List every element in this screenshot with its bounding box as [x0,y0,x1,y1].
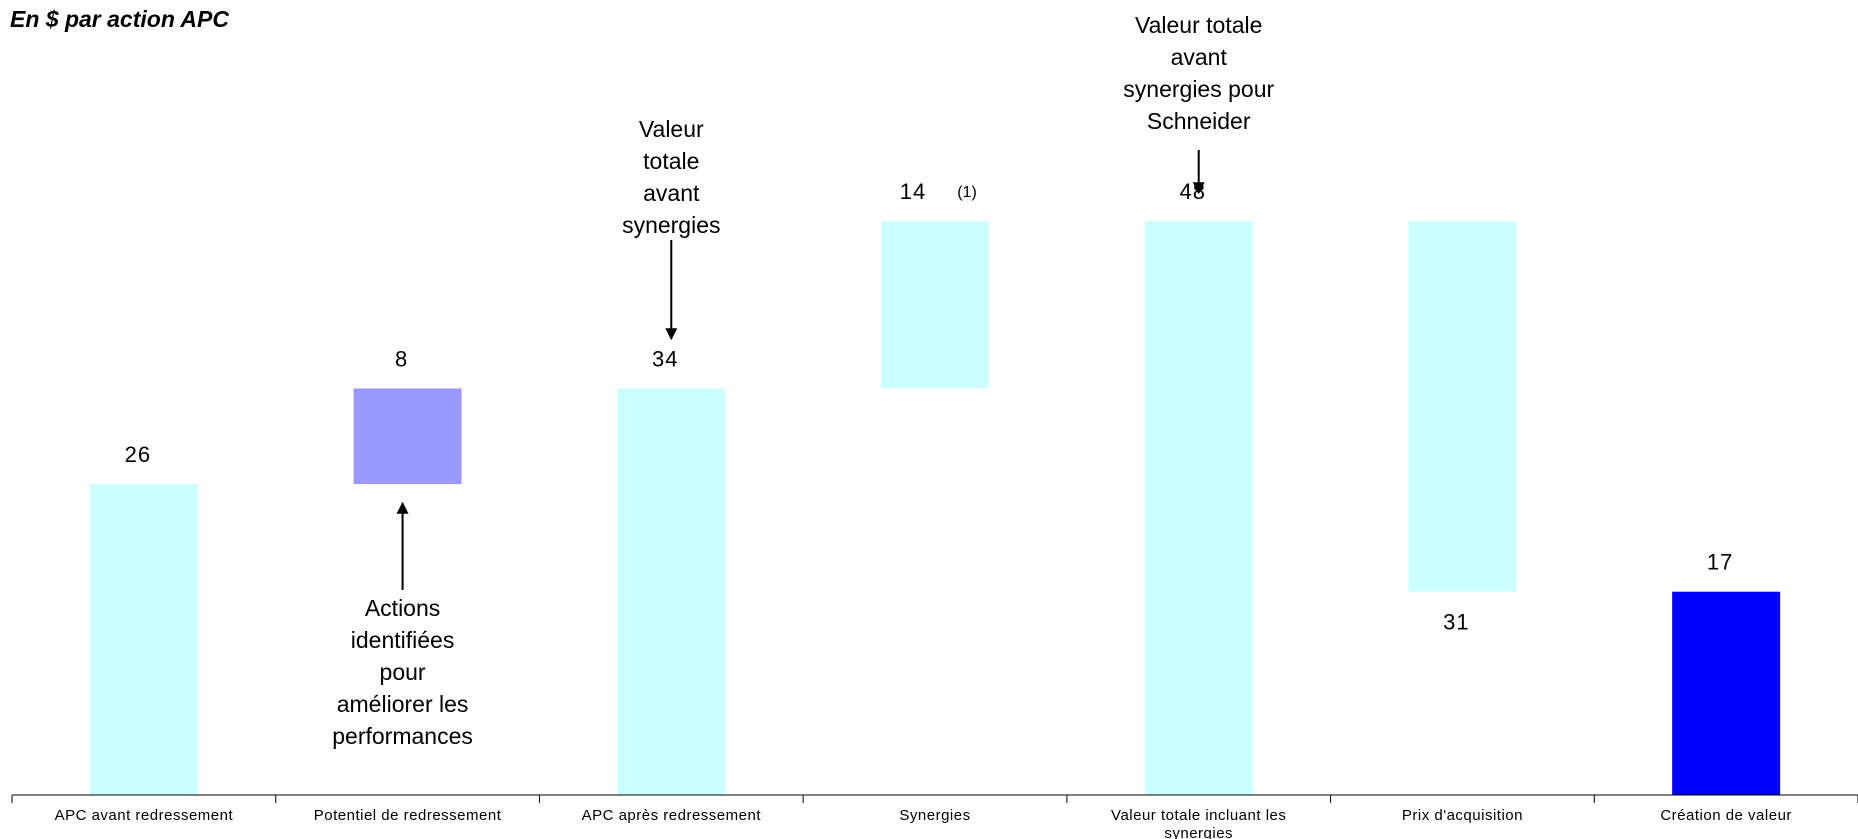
value-label: 31 [1443,610,1469,635]
value-label: 17 [1707,550,1733,575]
category-label: APC après redressement [582,807,762,824]
value-label: 26 [125,442,151,467]
bar [1672,591,1781,795]
category-label: Valeur totale incluant les synergies [1111,807,1286,839]
value-label: 34 [652,346,678,371]
bar [1408,221,1517,592]
bar [617,388,726,795]
value-label: 48 [1179,179,1205,204]
annotation-text: pour [380,659,426,685]
category-label: Potentiel de redressement [314,807,502,824]
category-label: APC avant redressement [55,807,234,824]
annotation-text: Schneider [1147,108,1251,134]
annotation-text: synergies [622,212,720,238]
footnote-marker: (1) [957,184,977,201]
chart-subtitle: En $ par action APC [10,6,229,32]
annotation-text: identifiées [351,627,455,653]
annotation-text: Valeur totale [1135,12,1262,38]
annotation-text: améliorer les [337,691,469,717]
annotation-text: Valeur [639,116,704,142]
annotation-text: avant [643,180,700,206]
value-label: 14 [900,179,926,204]
annotation-text: performances [332,723,473,749]
annotation-text: totale [643,148,699,174]
value-label: 8 [395,346,408,371]
category-label: Prix d'acquisition [1402,807,1523,824]
bar [881,221,989,389]
bar [353,388,462,485]
annotation-text: Actions [365,595,440,621]
bar [1144,221,1253,795]
category-label: Synergies [899,807,970,824]
annotation-text: avant [1171,44,1228,70]
category-label: Création de valeur [1660,807,1792,824]
annotation-text: synergies pour [1123,76,1274,102]
bar [89,484,198,795]
